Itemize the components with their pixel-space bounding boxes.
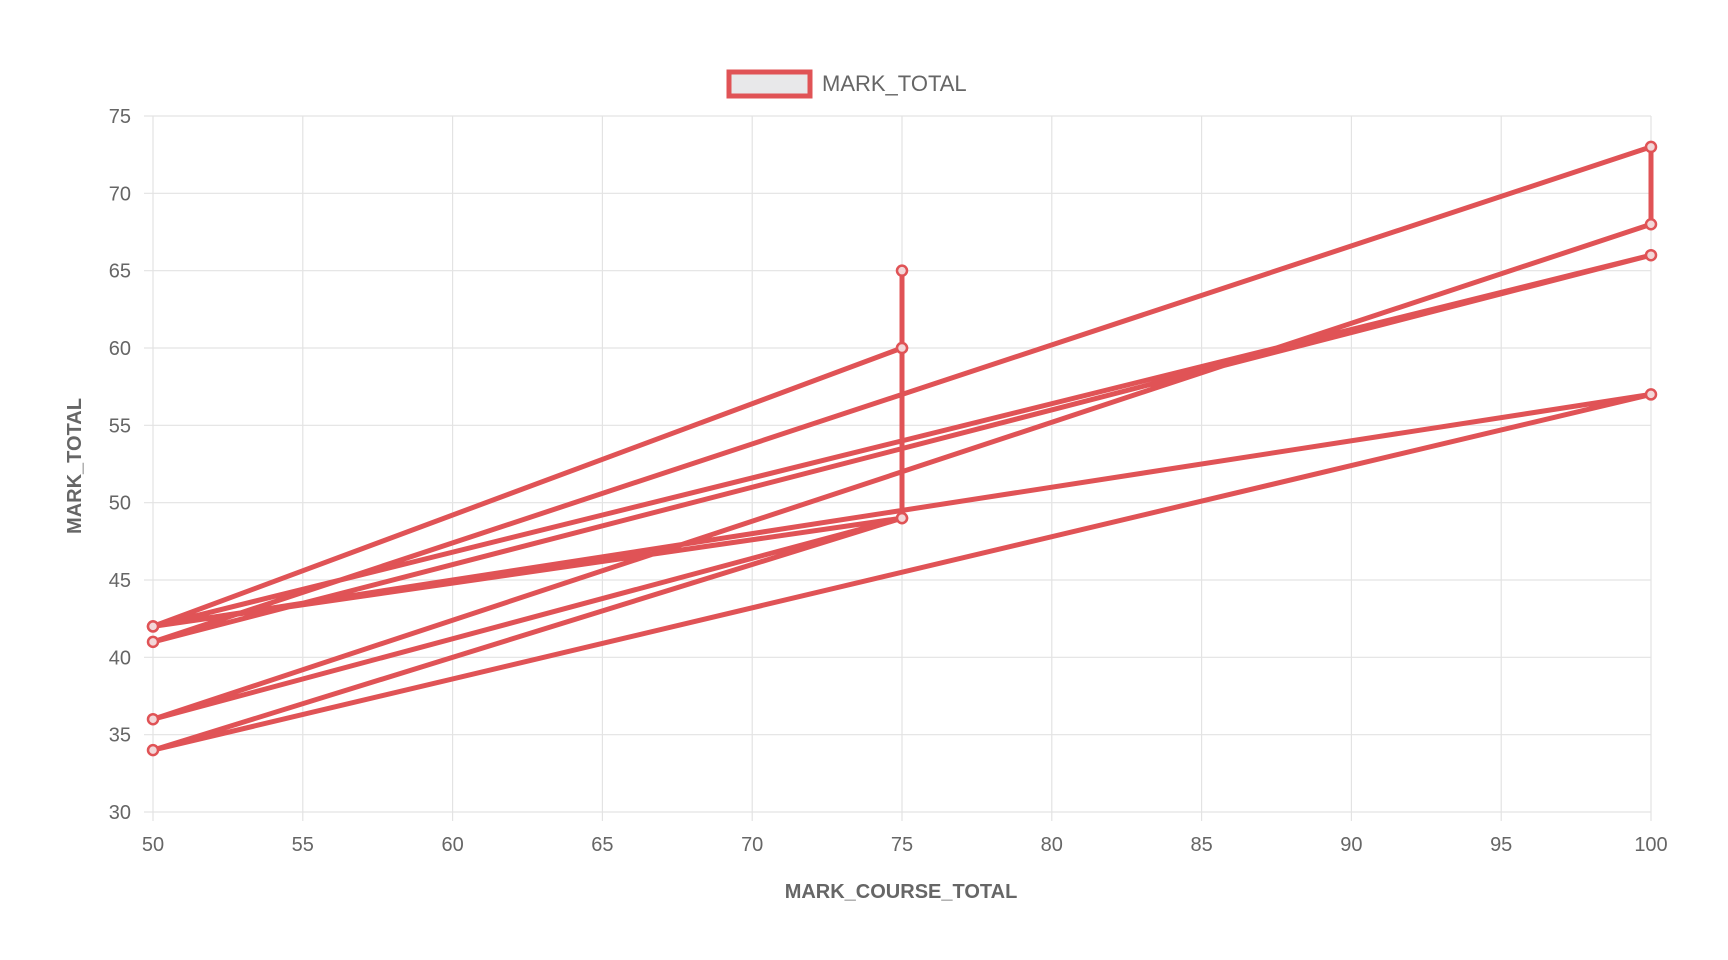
y-axis-title: MARK_TOTAL [64,398,86,534]
data-point[interactable] [895,264,909,277]
y-tick-label: 45 [109,570,131,592]
x-tick-label: 95 [1490,834,1512,856]
y-tick-label: 35 [109,725,131,747]
y-tick-label: 30 [109,802,131,824]
x-tick-label: 90 [1340,834,1362,856]
y-axis-ticks: 30 35 40 45 50 55 60 65 70 75 [109,106,131,824]
legend-label-mark-total[interactable]: MARK_TOTAL [822,71,967,96]
x-tick-label: 80 [1041,834,1063,856]
data-point[interactable] [146,620,160,633]
y-tick-label: 50 [109,493,131,515]
x-tick-label: 55 [292,834,314,856]
data-point[interactable] [895,511,909,525]
y-tick-label: 65 [109,261,131,283]
y-tick-label: 60 [109,338,131,360]
data-point[interactable] [1644,218,1658,231]
x-tick-label: 60 [441,834,463,856]
y-tick-label: 40 [109,647,131,669]
x-tick-label: 50 [142,834,164,856]
data-point[interactable] [1644,248,1658,262]
y-tick-label: 70 [109,183,131,205]
data-point[interactable] [146,712,160,726]
x-tick-label: 75 [891,834,913,856]
y-tick-label: 75 [109,106,131,128]
legend[interactable]: MARK_TOTAL [726,69,967,99]
data-point[interactable] [1644,140,1658,154]
x-axis-ticks: 50 55 60 65 70 75 80 85 90 95 100 [142,834,1668,856]
x-tick-label: 70 [741,834,763,856]
x-tick-label: 65 [591,834,613,856]
data-point[interactable] [1644,388,1658,401]
legend-swatch[interactable] [726,69,813,99]
data-point[interactable] [895,341,909,355]
x-axis-title: MARK_COURSE_TOTAL [785,881,1018,903]
x-tick-label: 100 [1634,834,1667,856]
y-tick-label: 55 [109,415,131,437]
x-tick-label: 85 [1190,834,1212,856]
data-point[interactable] [146,635,160,649]
series-line [150,144,1654,753]
data-point[interactable] [146,743,160,757]
series-layer [146,140,1658,757]
